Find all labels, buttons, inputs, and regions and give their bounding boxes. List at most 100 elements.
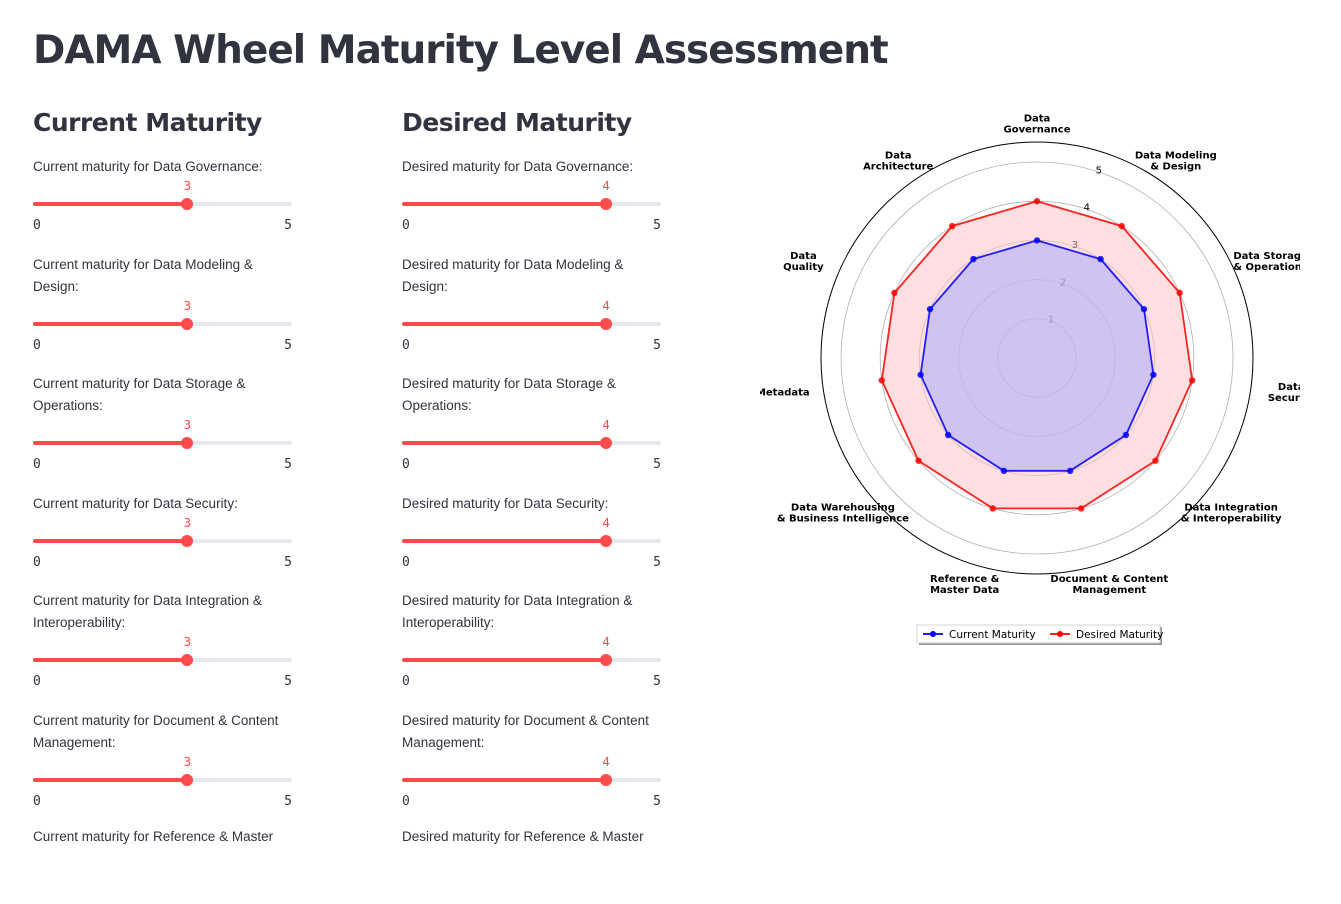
slider-track[interactable] bbox=[402, 774, 661, 786]
radar-point-current bbox=[1033, 237, 1041, 244]
desired-maturity-column: Desired Maturity Desired maturity for Da… bbox=[402, 104, 662, 904]
desired-slider-list: Desired maturity for Data Governance: 4 0 5… bbox=[402, 144, 662, 904]
slider-thumb[interactable] bbox=[600, 535, 613, 547]
slider-thumb[interactable] bbox=[600, 654, 613, 666]
slider-max-label: 5 bbox=[653, 457, 661, 472]
slider-min-label: 0 bbox=[33, 794, 41, 809]
slider-fill bbox=[33, 441, 188, 445]
slider-value: 4 bbox=[602, 634, 610, 649]
slider-min-label: 0 bbox=[402, 457, 410, 472]
slider-track[interactable] bbox=[402, 198, 661, 210]
legend-marker-desired bbox=[1057, 631, 1063, 637]
slider-track[interactable] bbox=[33, 774, 292, 786]
slider-min-label: 0 bbox=[33, 555, 41, 570]
slider-label: Current maturity for Data Security: bbox=[33, 496, 238, 511]
slider-max-label: 5 bbox=[284, 555, 292, 570]
slider-min-label: 0 bbox=[33, 218, 41, 233]
legend-label: Desired Maturity bbox=[1076, 629, 1163, 641]
slider-fill bbox=[402, 658, 607, 662]
radar-point-current bbox=[1066, 467, 1074, 475]
radar-point-desired bbox=[1077, 505, 1085, 512]
slider-max-label: 5 bbox=[284, 457, 292, 472]
slider-min-label: 0 bbox=[33, 338, 41, 353]
radar-category-label: Data Warehousing & Business Intelligence bbox=[777, 503, 909, 525]
radar-point-desired bbox=[1152, 457, 1159, 464]
slider-fill bbox=[402, 778, 607, 782]
slider-thumb[interactable] bbox=[181, 318, 194, 330]
slider-thumb[interactable] bbox=[600, 198, 613, 210]
slider-min-label: 0 bbox=[402, 674, 410, 689]
radar-point-desired bbox=[1176, 289, 1183, 297]
slider-thumb[interactable] bbox=[600, 774, 613, 786]
slider-label: Current maturity for Document & Content … bbox=[33, 713, 279, 750]
slider-min-label: 0 bbox=[33, 457, 41, 472]
radar-point-desired bbox=[989, 505, 997, 512]
desired-maturity-header: Desired Maturity bbox=[402, 108, 632, 137]
slider-max-label: 5 bbox=[653, 218, 661, 233]
current-maturity-column: Current Maturity Current maturity for Da… bbox=[33, 104, 293, 904]
radar-point-current bbox=[1122, 431, 1130, 439]
slider-value: 3 bbox=[183, 298, 192, 313]
slider-value: 3 bbox=[183, 634, 192, 649]
radar-ring-label: 5 bbox=[1096, 165, 1102, 176]
radar-point-desired bbox=[891, 289, 898, 297]
radar-category-label: Data Governance bbox=[1003, 113, 1070, 135]
slider-max-label: 5 bbox=[653, 794, 661, 809]
radar-ring-label: 4 bbox=[1084, 203, 1090, 214]
slider-value: 3 bbox=[183, 417, 192, 432]
slider-fill bbox=[33, 322, 188, 326]
slider-max-label: 5 bbox=[284, 218, 292, 233]
slider-thumb[interactable] bbox=[600, 437, 613, 449]
slider-thumb[interactable] bbox=[600, 318, 613, 330]
radar-category-label: Data Quality bbox=[783, 251, 824, 273]
slider-track[interactable] bbox=[33, 198, 292, 210]
slider-fill bbox=[402, 539, 607, 543]
slider-track[interactable] bbox=[402, 654, 661, 666]
slider-label: Desired maturity for Reference & Master bbox=[402, 829, 644, 844]
slider-value: 3 bbox=[183, 754, 192, 769]
radar-point-current bbox=[944, 431, 952, 439]
radar-area-current bbox=[920, 240, 1154, 471]
radar-line-desired bbox=[880, 200, 1194, 510]
slider-thumb[interactable] bbox=[181, 774, 194, 786]
slider-label: Desired maturity for Document & Content … bbox=[402, 713, 649, 750]
slider-max-label: 5 bbox=[284, 674, 292, 689]
slider-value: 3 bbox=[183, 515, 192, 530]
slider-value: 4 bbox=[602, 515, 610, 530]
radar-category-label: Document & Content Management bbox=[1050, 574, 1168, 596]
radar-point-desired bbox=[1118, 222, 1125, 230]
slider-value: 4 bbox=[602, 754, 610, 769]
slider-track[interactable] bbox=[402, 437, 661, 449]
slider-fill bbox=[402, 441, 607, 445]
slider-track[interactable] bbox=[402, 535, 661, 547]
slider-track[interactable] bbox=[402, 318, 661, 330]
radar-category-label: Data Architecture bbox=[863, 151, 933, 173]
slider-min-label: 0 bbox=[33, 674, 41, 689]
slider-track[interactable] bbox=[33, 318, 292, 330]
slider-label: Current maturity for Data Integration & … bbox=[33, 593, 262, 630]
slider-value: 4 bbox=[602, 178, 610, 193]
radar-category-label: Reference & Master Data bbox=[930, 574, 1000, 596]
slider-fill bbox=[33, 202, 188, 206]
slider-label: Current maturity for Data Modeling & Des… bbox=[33, 257, 253, 294]
legend-marker-current bbox=[930, 631, 936, 637]
radar-outer-frame bbox=[820, 141, 1254, 575]
slider-label: Current maturity for Reference & Master bbox=[33, 829, 274, 844]
slider-track[interactable] bbox=[33, 437, 292, 449]
slider-thumb[interactable] bbox=[181, 535, 194, 547]
radar-point-current bbox=[1140, 305, 1148, 313]
radar-point-current bbox=[970, 255, 977, 263]
slider-track[interactable] bbox=[33, 535, 292, 547]
slider-max-label: 5 bbox=[653, 674, 661, 689]
slider-thumb[interactable] bbox=[181, 437, 194, 449]
chart-legend bbox=[916, 624, 1161, 644]
page-title: DAMA Wheel Maturity Level Assessment bbox=[33, 28, 889, 73]
slider-track[interactable] bbox=[33, 654, 292, 666]
slider-thumb[interactable] bbox=[181, 654, 194, 666]
slider-thumb[interactable] bbox=[181, 198, 194, 210]
slider-min-label: 0 bbox=[402, 555, 410, 570]
slider-fill bbox=[33, 658, 188, 662]
radar-chart: 12345DataGovernanceData Modeling& Design… bbox=[760, 113, 1300, 645]
radar-point-current bbox=[1097, 255, 1104, 263]
radar-point-current bbox=[926, 305, 934, 313]
